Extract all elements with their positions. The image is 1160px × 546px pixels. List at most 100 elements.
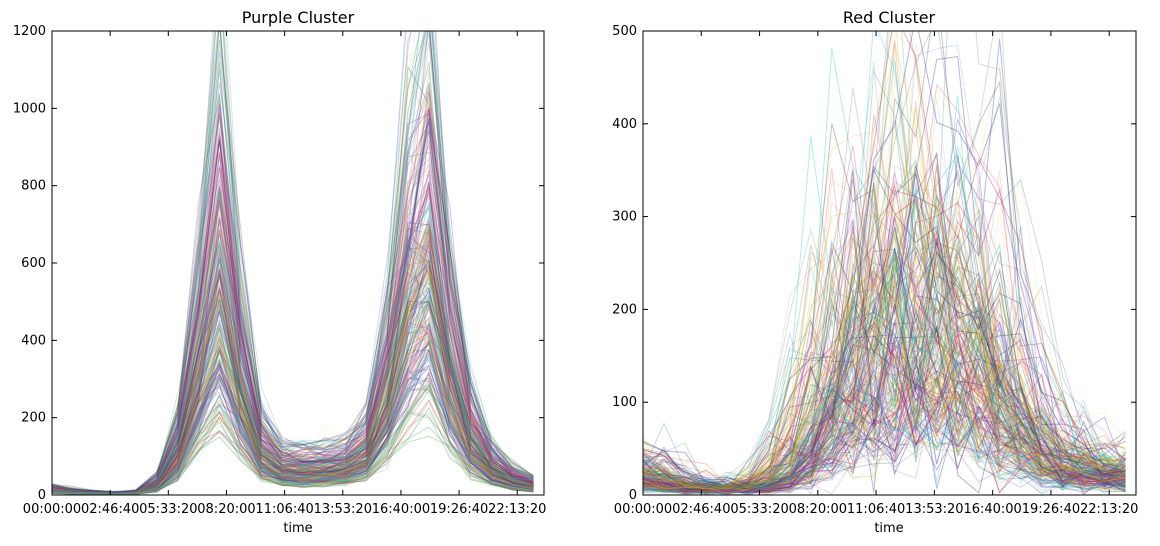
red-cluster-series-line [643, 87, 1126, 486]
purple-cluster-xtick-label: 22:13:20 [488, 502, 546, 517]
red-cluster-series-line [643, 322, 1126, 493]
red-cluster-series-line [643, 407, 1126, 494]
purple-cluster-series-line [52, 293, 534, 495]
purple-cluster-series-line [52, 343, 534, 495]
red-cluster-series-line [643, 201, 1126, 492]
red-cluster-series-line [643, 117, 1126, 490]
purple-cluster-series-line [52, 320, 534, 495]
purple-cluster-series-line [52, 31, 534, 493]
purple-cluster-series-line [52, 331, 534, 495]
red-cluster-series-line [643, 433, 1126, 495]
purple-cluster-series-line [52, 195, 534, 495]
red-cluster-series-line [643, 285, 1126, 493]
purple-cluster-series-line [52, 349, 534, 495]
purple-cluster-series-line [52, 240, 534, 495]
red-cluster-series-line [643, 332, 1126, 495]
red-cluster-series-line [643, 341, 1126, 493]
red-cluster-series-line [643, 295, 1126, 493]
purple-cluster-series-line [52, 218, 534, 494]
red-cluster-axes-frame [642, 30, 1137, 496]
red-cluster-series-line [643, 293, 1126, 493]
purple-cluster-series-line [52, 127, 534, 494]
purple-cluster-series-line [52, 366, 534, 495]
purple-cluster-series-line [52, 222, 534, 494]
purple-cluster-series-line [52, 31, 534, 493]
red-cluster-series-line [643, 164, 1126, 492]
purple-cluster-series-line [52, 299, 534, 495]
purple-cluster-series-line [52, 346, 534, 495]
red-cluster-series-line [643, 251, 1126, 491]
purple-cluster-series-line [52, 312, 534, 495]
purple-cluster-series-line [52, 240, 534, 494]
purple-cluster-series-line [52, 227, 534, 494]
purple-cluster-series-line [52, 260, 534, 495]
red-cluster-series-line [643, 348, 1126, 494]
red-cluster-series-line [643, 329, 1126, 493]
red-cluster-series-line [643, 161, 1126, 494]
purple-cluster-series-line [52, 174, 534, 494]
red-cluster-series-line [643, 293, 1126, 492]
red-cluster-series-line [643, 380, 1126, 492]
red-cluster-series-line [643, 370, 1126, 493]
red-cluster-series-line [643, 338, 1126, 495]
red-cluster-series-line [643, 325, 1126, 491]
purple-cluster-series-line [52, 40, 534, 493]
red-cluster-series-line [643, 38, 1126, 490]
purple-cluster-series-line [52, 337, 534, 495]
red-cluster-series-line [643, 45, 1126, 490]
red-cluster-series-line [643, 306, 1126, 493]
purple-cluster-series-line [52, 295, 534, 495]
purple-cluster-series-line [52, 31, 534, 493]
red-cluster-series-line [643, 140, 1126, 490]
purple-cluster-series-line [52, 222, 534, 494]
red-cluster-series-line [643, 274, 1126, 493]
purple-cluster-ytick-label: 1200 [13, 24, 46, 39]
red-cluster-series-line [643, 293, 1126, 493]
red-cluster-series-line [643, 32, 1126, 488]
red-cluster-xtick-label: 13:53:20 [905, 502, 963, 517]
red-cluster-series-line [643, 362, 1126, 494]
purple-cluster-series-line [52, 383, 534, 495]
purple-cluster-series-line [52, 338, 534, 495]
purple-cluster-series-line [52, 107, 534, 494]
purple-cluster-ytick-label: 400 [21, 333, 46, 348]
red-cluster-series-line [643, 152, 1126, 492]
purple-cluster-series-line [52, 411, 534, 495]
purple-cluster-series-line [52, 379, 534, 495]
red-cluster-xtick-label: 19:26:40 [1022, 502, 1080, 517]
red-cluster-series-line [643, 335, 1126, 494]
red-cluster-series-line [643, 237, 1126, 490]
purple-cluster-series-line [52, 41, 534, 494]
red-cluster-series-line [643, 153, 1126, 494]
red-cluster-series-line [643, 374, 1126, 493]
purple-cluster-series-line [52, 370, 534, 495]
purple-cluster-series-line [52, 238, 534, 495]
red-cluster-series-line [643, 209, 1126, 492]
red-cluster-series-line [643, 378, 1126, 493]
purple-cluster-series-line [52, 379, 534, 495]
red-cluster-series-line [643, 79, 1126, 491]
purple-cluster-series-line [52, 364, 534, 495]
red-cluster-series-line [643, 167, 1126, 494]
red-cluster-series-line [643, 410, 1126, 495]
red-cluster-series-line [643, 293, 1126, 492]
purple-cluster-series-line [52, 31, 534, 493]
purple-cluster-series-line [52, 334, 534, 495]
red-cluster-series-line [643, 335, 1126, 492]
red-cluster-xtick-label: 00:00:00 [614, 502, 672, 517]
purple-cluster-series-line [52, 31, 534, 493]
red-cluster-series-line [643, 231, 1126, 492]
purple-cluster-series-line [52, 323, 534, 495]
red-cluster-series-line [643, 31, 1126, 485]
purple-cluster-xtick-label: 05:33:20 [139, 502, 197, 517]
purple-cluster-series-line [52, 121, 534, 494]
purple-cluster-series-line [52, 249, 534, 494]
purple-cluster-series-line [52, 399, 534, 495]
red-cluster-series-line [643, 228, 1126, 490]
purple-cluster-ytick-label: 200 [21, 411, 46, 426]
red-cluster-series-line [643, 401, 1126, 495]
purple-cluster-series-line [52, 374, 534, 495]
purple-cluster-series-line [52, 244, 534, 494]
purple-cluster-series-line [52, 389, 534, 495]
red-cluster-series-line [643, 375, 1126, 495]
